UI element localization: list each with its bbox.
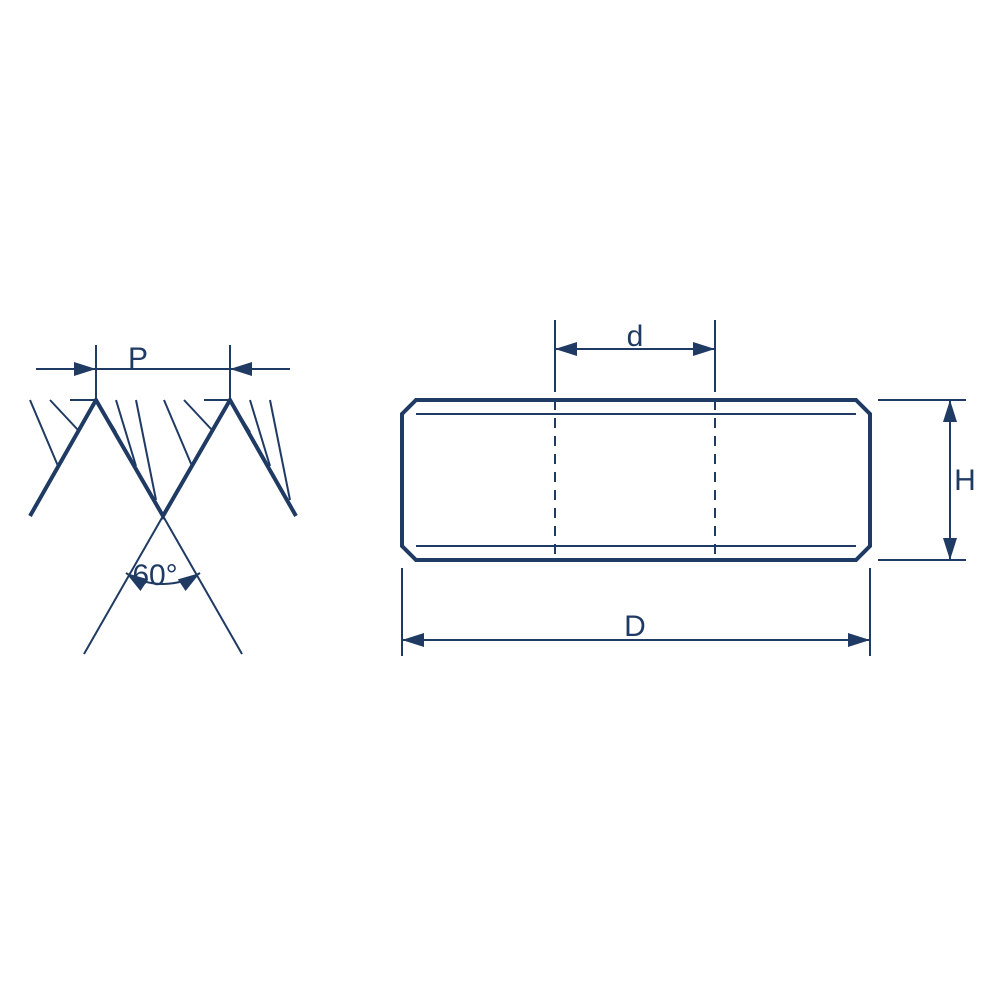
label-pitch: P <box>128 342 148 375</box>
nut-outline <box>402 400 870 560</box>
hatch-line <box>230 400 250 432</box>
label-d: d <box>627 320 644 353</box>
technical-drawing: P 60° d D H <box>0 0 1000 1000</box>
hatch-line <box>164 400 192 466</box>
label-angle: 60° <box>132 559 177 592</box>
label-H: H <box>954 464 976 497</box>
hatch-line <box>96 400 116 432</box>
hatch-line <box>184 400 212 430</box>
hatch-line <box>116 400 136 466</box>
label-D: D <box>624 610 646 643</box>
hatch-line <box>50 400 78 430</box>
hatch-line <box>30 400 58 466</box>
